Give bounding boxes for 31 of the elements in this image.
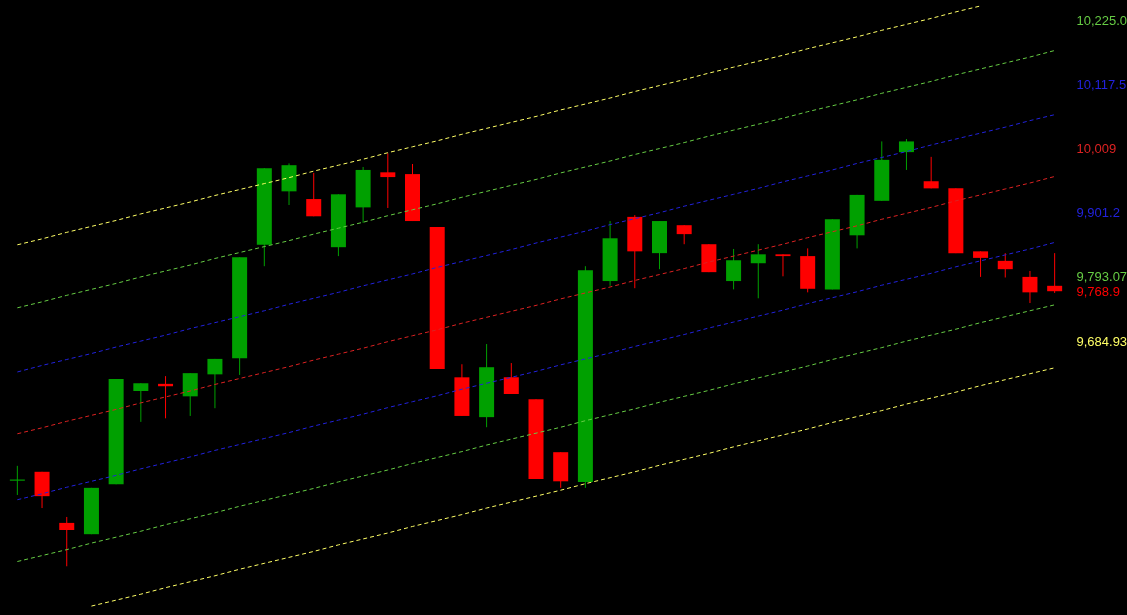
- candlestick: [997, 252, 1013, 278]
- candlestick: [973, 250, 989, 278]
- candlestick: [503, 362, 519, 395]
- y-tick-label: 9,793.07: [1076, 269, 1127, 285]
- candlestick: [775, 253, 791, 277]
- candlestick: [923, 156, 939, 189]
- candlestick: [133, 382, 149, 423]
- line-series: [16, 304, 1056, 563]
- candlestick: [898, 138, 914, 171]
- y-tick-label: 10,009: [1076, 141, 1117, 157]
- line-series: [90, 367, 1056, 607]
- candlestick: [59, 516, 75, 567]
- y-tick-label: 10,225.0: [1076, 12, 1127, 28]
- line-series: [16, 50, 1056, 309]
- y-tick-label: 9,684.93: [1076, 333, 1127, 349]
- y-tick-label: 9,768.9: [1076, 283, 1120, 299]
- candlestick: [676, 224, 692, 245]
- line-series: [16, 114, 1056, 373]
- line-series: [16, 241, 1056, 501]
- candlestick: [750, 243, 766, 299]
- candlestick: [207, 358, 223, 409]
- line-series: [16, 5, 982, 246]
- candlestick: [1022, 270, 1038, 304]
- candlestick: [1047, 252, 1063, 294]
- y-tick-label: 9,901.2: [1076, 205, 1120, 221]
- candlestick: [182, 372, 198, 417]
- y-tick-label: 10,117.5: [1076, 76, 1127, 92]
- line-series: [16, 175, 1056, 435]
- candlestick: [380, 152, 396, 209]
- candlestick: [726, 248, 742, 290]
- candlestick: [306, 172, 322, 217]
